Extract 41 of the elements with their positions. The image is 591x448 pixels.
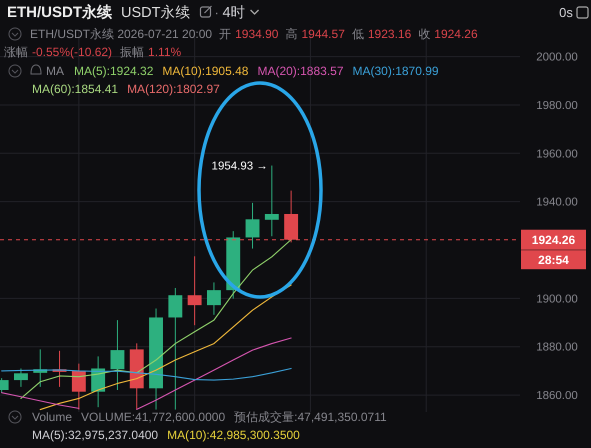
y-tick-label: 1960.00 xyxy=(536,148,578,160)
annotation: -0.55%(-10.62) xyxy=(32,45,112,59)
legend-item: MA(30):1870.99 xyxy=(352,64,439,78)
header: ETH/USDT永续 USDT永续 xyxy=(7,4,212,21)
annotation: 1954.93 → xyxy=(212,160,268,173)
y-tick-label: 1940.00 xyxy=(536,196,578,209)
annotation: 1934.90 xyxy=(235,27,279,41)
text: 4时 xyxy=(222,4,246,21)
annotation: 高 xyxy=(285,27,298,41)
y-tick-label: 1860.00 xyxy=(536,390,578,402)
annotation: 振幅 xyxy=(120,45,144,59)
annotation: MA(120):1802.97 xyxy=(127,82,220,96)
text: 1944.57 xyxy=(301,27,346,41)
annotation: 预估成交量:47,491,350.0711 xyxy=(234,410,387,424)
y-tick-label: 2000.00 xyxy=(536,52,578,64)
legend-item: MA(5):1924.32 xyxy=(74,64,154,78)
text: 0s xyxy=(559,5,574,20)
annotation: 涨幅 xyxy=(4,45,28,59)
annotation: MA(60):1854.41 xyxy=(32,82,118,96)
text: · xyxy=(214,5,219,20)
text: 1923.16 xyxy=(368,27,412,41)
y-tick-label: 1900.00 xyxy=(536,293,578,306)
text: 28:54 xyxy=(538,253,570,268)
ref-line-label: 1924.26 xyxy=(532,233,576,248)
annotation: Volume xyxy=(32,410,72,424)
text: 低 xyxy=(352,27,364,41)
text: MA(10):42,985,300.3500 xyxy=(167,428,300,442)
annotation: 1.11% xyxy=(148,45,182,59)
chart-title: ETH/USDT永续 xyxy=(7,3,113,21)
annotation: 开 xyxy=(219,27,232,41)
chart-subtitle: USDT永续 xyxy=(121,4,190,21)
y-tick-label: 1980.00 xyxy=(536,100,578,112)
annotation: MA xyxy=(46,64,64,78)
text: 收 xyxy=(418,27,430,41)
legend-item: MA(20):1883.57 xyxy=(257,64,344,78)
y-tick-label: 1880.00 xyxy=(536,342,578,354)
text: MA(5):32,975,237.0400 xyxy=(32,428,158,442)
legend-item: MA(10):1905.48 xyxy=(162,64,248,78)
annotation: ETH/USDT永续 2026-07-21 20:00 xyxy=(30,27,212,41)
text: 1924.26 xyxy=(434,27,478,41)
annotation: VOLUME:41,772,600.0000 xyxy=(81,410,226,424)
